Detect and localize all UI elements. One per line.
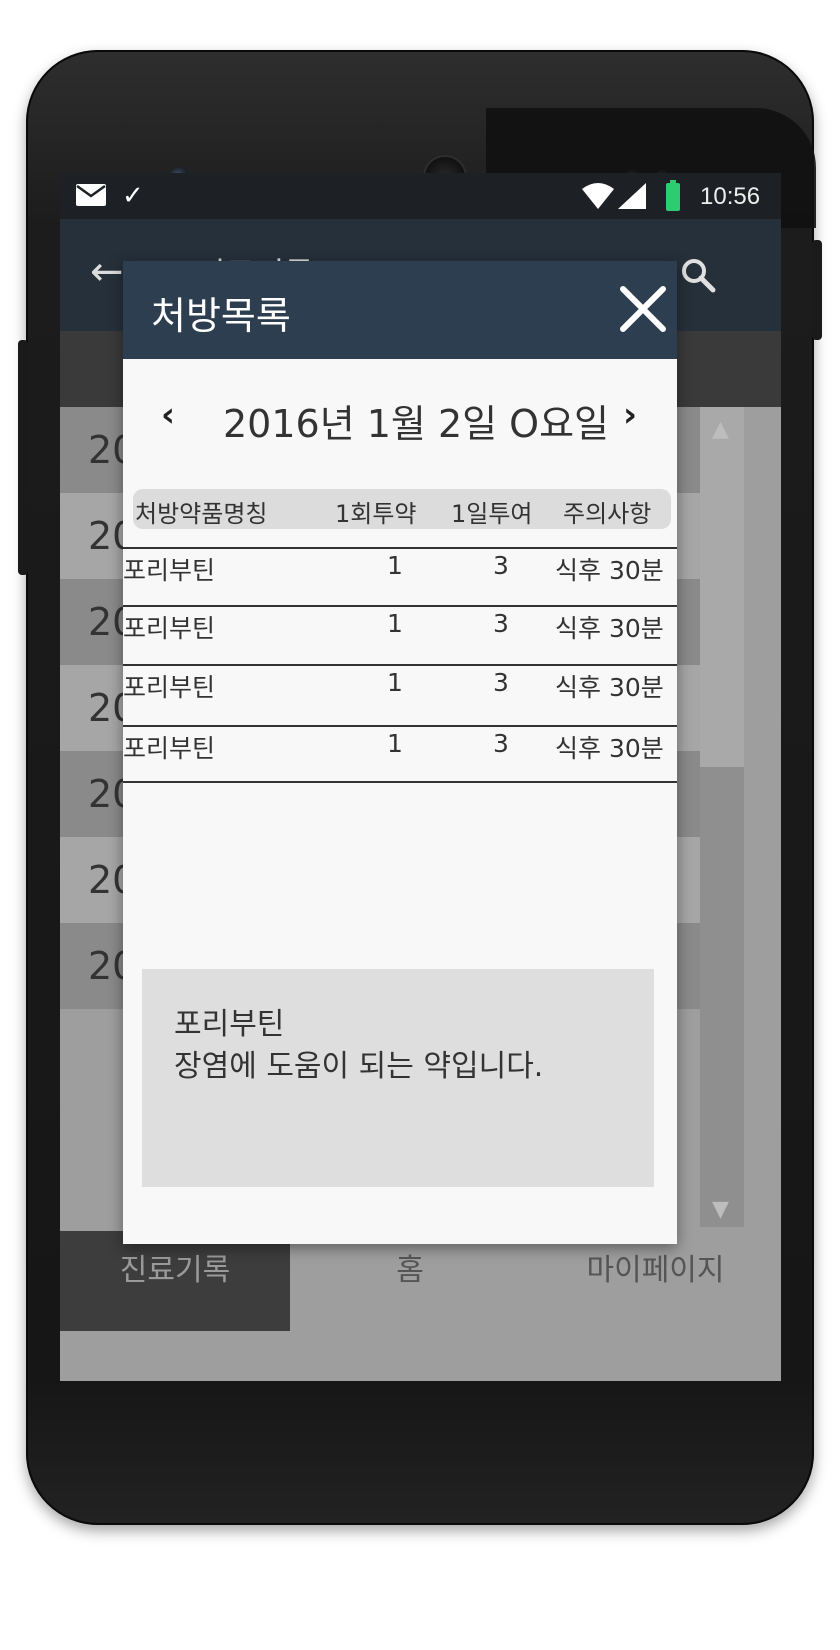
description-medicine-name: 포리부틴: [174, 1007, 285, 1042]
table-row[interactable]: 포리부틴 1 3 식후 30분: [123, 664, 677, 724]
description-text: 장염에 도움이 되는 약입니다.: [174, 1049, 544, 1084]
mail-icon: [76, 184, 106, 206]
caution: 식후 30분: [555, 556, 664, 585]
times-per-day: 3: [493, 551, 509, 580]
times-per-day: 3: [493, 729, 509, 758]
close-icon[interactable]: [617, 283, 669, 335]
column-header-medicine: 처방약품명칭: [135, 500, 268, 528]
medicine-name: 포리부틴: [123, 614, 216, 643]
prev-date-button[interactable]: ‹: [161, 395, 176, 435]
scroll-up-icon[interactable]: ▲: [712, 417, 729, 442]
wifi-icon: [582, 183, 614, 209]
modal-header: 처방목록: [123, 261, 677, 359]
medicine-name: 포리부틴: [123, 673, 216, 702]
scrollbar-thumb[interactable]: [700, 407, 744, 767]
clock: 10:56: [700, 183, 761, 210]
nav-home-tab[interactable]: 홈: [290, 1231, 530, 1331]
volume-button: [18, 340, 28, 575]
next-date-button[interactable]: ›: [623, 395, 638, 435]
times-per-day: 3: [493, 668, 509, 697]
scrollbar[interactable]: ▲ ▼: [700, 407, 744, 1227]
current-date: 2016년 1월 2일 O요일: [223, 402, 610, 446]
caution: 식후 30분: [555, 614, 664, 643]
check-icon: ✓: [122, 181, 144, 211]
dose-per-time: 1: [387, 668, 403, 697]
medicine-description-box: 포리부틴 장염에 도움이 되는 약입니다.: [142, 969, 654, 1187]
status-bar: ✓ 10:56: [60, 173, 781, 219]
table-row[interactable]: 포리부틴 1 3 식후 30분: [123, 605, 677, 665]
nav-records-tab[interactable]: 진료기록: [60, 1231, 290, 1331]
dose-per-time: 1: [387, 609, 403, 638]
date-navigator: ‹ 2016년 1월 2일 O요일 ›: [123, 389, 677, 449]
signal-icon: [618, 183, 646, 209]
back-arrow-icon[interactable]: ←: [90, 249, 124, 295]
medicine-name: 포리부틴: [123, 734, 216, 763]
caution: 식후 30분: [555, 673, 664, 702]
dose-per-time: 1: [387, 729, 403, 758]
scroll-down-icon[interactable]: ▼: [712, 1197, 729, 1222]
screen: ✓ 10:56 ← 진료기록 20 20 20 20 20 20 20 ▲ ▼ …: [60, 173, 781, 1381]
dose-per-time: 1: [387, 551, 403, 580]
prescription-modal: 처방목록 ‹ 2016년 1월 2일 O요일 › 처방약품명칭 1회투약 1일투…: [123, 261, 677, 1244]
column-header-daily: 1일투여: [451, 500, 533, 528]
column-header-caution: 주의사항: [563, 500, 652, 528]
modal-title: 처방목록: [151, 294, 291, 338]
medicine-name: 포리부틴: [123, 556, 216, 585]
battery-icon: [666, 180, 680, 211]
search-icon[interactable]: [680, 257, 716, 293]
times-per-day: 3: [493, 609, 509, 638]
nav-mypage-tab[interactable]: 마이페이지: [530, 1231, 781, 1331]
table-header: 처방약품명칭 1회투약 1일투여 주의사항: [133, 489, 671, 529]
table-bottom-divider: [123, 781, 677, 783]
table-row[interactable]: 포리부틴 1 3 식후 30분: [123, 725, 677, 785]
caution: 식후 30분: [555, 734, 664, 763]
column-header-dose: 1회투약: [335, 500, 417, 528]
table-row[interactable]: 포리부틴 1 3 식후 30분: [123, 547, 677, 607]
bottom-nav: 진료기록 홈 마이페이지: [60, 1231, 781, 1381]
power-button: [812, 240, 822, 340]
